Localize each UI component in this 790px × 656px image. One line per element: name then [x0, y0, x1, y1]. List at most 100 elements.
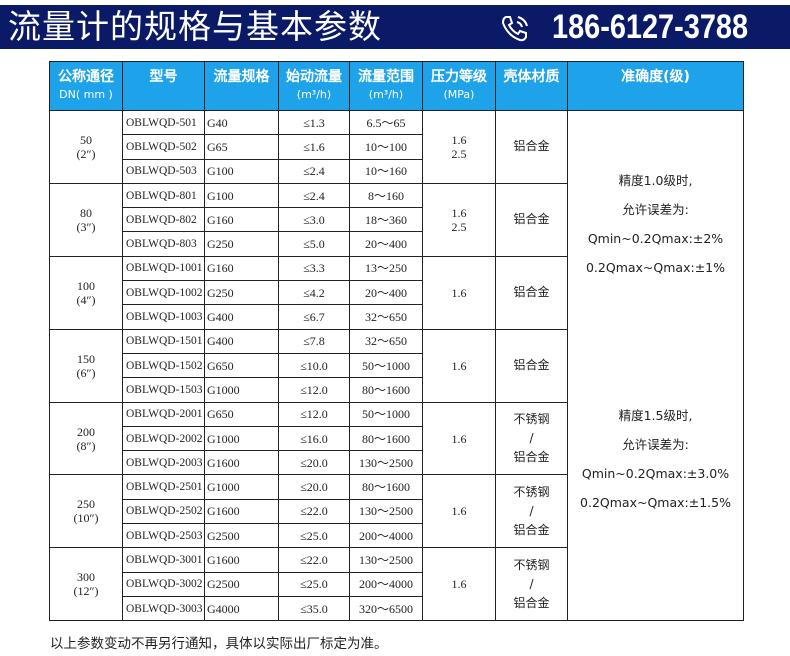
model-cell: OBLWQD-1002: [122, 280, 205, 306]
flow-range-cell: 6.5～65: [349, 109, 423, 136]
material-cell: 不锈钢 / 铝合金: [495, 401, 568, 476]
table-row: 250 (10″) OBLWQD-2501 G1000 ≤20.0 80～1600 1.6 不…: [49, 474, 744, 549]
model-cell: OBLWQD-3001: [122, 547, 205, 573]
material-cell: 不锈钢 / 铝合金: [495, 474, 568, 549]
spec-cell: G650: [204, 352, 279, 379]
flow-range-cell: 18～360: [349, 207, 423, 233]
table-row: OBLWQD-3003 G4000 ≤35.0 320～6500: [50, 595, 744, 622]
pressure-cell: 1.6: [422, 401, 496, 476]
column-label: 压力等级: [431, 69, 487, 85]
pressure-cell: 1.6: [422, 547, 496, 622]
start-flow-cell: ≤5.0: [278, 231, 350, 257]
dn-cell: 150 (6″): [49, 328, 123, 403]
dn-value: 150: [77, 351, 95, 366]
dn-cell: 200 (8″): [49, 401, 123, 476]
column-label: 准确度(级): [621, 69, 690, 85]
spec-cell: G100: [204, 182, 279, 209]
cell-line: 精度1.5级时,: [618, 408, 693, 423]
column-header: 始动流量 (m³/h): [278, 61, 350, 111]
cell-line: 0.2Qmax~Qmax:±1%: [585, 260, 725, 275]
spec-cell: G2500: [204, 523, 279, 549]
dn-inch: (12″): [73, 584, 99, 599]
flow-range-cell: 20～400: [349, 280, 423, 306]
model-cell: OBLWQD-1501: [122, 328, 205, 354]
column-unit: (m³/h): [368, 88, 404, 101]
start-flow-cell: ≤22.0: [278, 547, 350, 573]
cell-line: 铝合金: [513, 285, 550, 300]
flow-range-cell: 50～1000: [349, 352, 423, 379]
start-flow-cell: ≤4.2: [278, 280, 350, 306]
table-row: 200 (8″) OBLWQD-2001 G650 ≤12.0 50～1000 1.6 不锈钢…: [49, 401, 744, 476]
cell-line: 1.6: [451, 285, 467, 300]
cell-line: 不锈钢: [513, 557, 550, 572]
start-flow-cell: ≤20.0: [278, 474, 350, 500]
spec-cell: G2500: [204, 571, 279, 597]
cell-line: 1.6: [451, 358, 467, 373]
table-row: OBLWQD-1002 G250 ≤4.2 20～400: [50, 280, 744, 306]
pressure-cell: 1.6: [422, 474, 496, 549]
spec-cell: G250: [204, 231, 279, 257]
cell-line: /: [529, 576, 534, 591]
cell-line: 1.6: [451, 205, 467, 220]
pressure-cell: 1.6 2.5: [422, 110, 496, 184]
cell-line: 1.6: [451, 577, 467, 592]
spec-cell: G160: [204, 207, 279, 233]
cell-line: Qmin~0.2Qmax:±2%: [587, 231, 724, 246]
flow-range-cell: 80～1600: [349, 474, 423, 500]
spec-cell: G1000: [204, 377, 279, 403]
table-row: OBLWQD-3002 G2500 ≤25.0 200～4000: [50, 571, 744, 597]
column-unit: DN( mm ): [59, 88, 113, 101]
pressure-cell: 1.6: [422, 255, 496, 330]
model-cell: OBLWQD-1503: [122, 377, 205, 403]
dn-inch: (4″): [76, 292, 96, 307]
table-row: 300 (12″) OBLWQD-3001 G1600 ≤22.0 130～2500 1.6…: [49, 547, 744, 622]
dn-value: 300: [77, 570, 95, 585]
spec-cell: G65: [204, 134, 279, 160]
material-cell: 铝合金: [495, 328, 568, 403]
dn-value: 250: [77, 497, 95, 512]
model-cell: OBLWQD-2001: [122, 401, 205, 427]
page-title: 流量计的规格与基本参数: [8, 7, 382, 46]
dn-cell: 100 (4″): [49, 255, 123, 330]
cell-line: 铝合金: [513, 139, 550, 154]
model-cell: OBLWQD-502: [122, 134, 205, 160]
start-flow-cell: ≤20.0: [278, 450, 350, 476]
start-flow-cell: ≤16.0: [278, 425, 350, 452]
flow-range-cell: 10～100: [349, 134, 423, 160]
table-row: OBLWQD-502 G65 ≤1.6 10～100: [50, 134, 744, 160]
table-row: 150 (6″) OBLWQD-1501 G400 ≤7.8 32～650 1.6 铝合金: [49, 328, 744, 403]
table-row: OBLWQD-2003 G1600 ≤20.0 130～2500: [50, 450, 744, 476]
table-row: OBLWQD-1003 G400 ≤6.7 32～650: [50, 304, 744, 330]
start-flow-cell: ≤22.0: [278, 498, 350, 525]
column-header: 公称通径 DN( mm ): [49, 61, 123, 111]
start-flow-cell: ≤1.6: [278, 134, 350, 160]
cell-line: 铝合金: [513, 450, 550, 464]
spec-cell: G100: [204, 158, 279, 184]
start-flow-cell: ≤3.3: [278, 255, 350, 282]
flow-range-cell: 80～1600: [349, 425, 423, 452]
flow-range-cell: 20～400: [349, 231, 423, 257]
cell-line: 1.6: [451, 431, 467, 446]
cell-line: 2.5: [451, 219, 467, 234]
model-cell: OBLWQD-802: [122, 207, 205, 233]
flow-range-cell: 32～650: [349, 328, 423, 354]
title-bar: 流量计的规格与基本参数 186-6127-3788: [0, 5, 790, 49]
model-cell: OBLWQD-2502: [122, 498, 205, 525]
accuracy-cell: 精度1.0级时, 允许误差为: Qmin~0.2Qmax:±2% 0.2Qmax~Qm…: [567, 109, 744, 622]
dn-value: 80: [80, 205, 92, 220]
cell-line: 允许误差为:: [622, 202, 689, 217]
spec-cell: G1000: [204, 474, 279, 500]
dn-inch: (3″): [76, 219, 96, 234]
start-flow-cell: ≤2.4: [278, 182, 350, 209]
column-header: 流量范围 (m³/h): [349, 61, 423, 111]
spec-cell: G160: [204, 255, 279, 282]
start-flow-cell: ≤25.0: [278, 571, 350, 597]
column-label: 流量范围: [358, 69, 414, 85]
accuracy-block: 精度1.5级时, 允许误差为: Qmin~0.2Qmax:±3.0% 0.2Qmax~…: [568, 401, 743, 517]
model-cell: OBLWQD-3003: [122, 595, 205, 622]
model-cell: OBLWQD-3002: [122, 571, 205, 597]
pressure-cell: 1.6 2.5: [422, 182, 496, 257]
table-row: 50 (2″) OBLWQD-501 G40 ≤1.3 6.5～65 1.6 2.5 铝合金 精度…: [49, 109, 744, 622]
start-flow-cell: ≤25.0: [278, 523, 350, 549]
cell-line: 不锈钢: [513, 412, 550, 426]
